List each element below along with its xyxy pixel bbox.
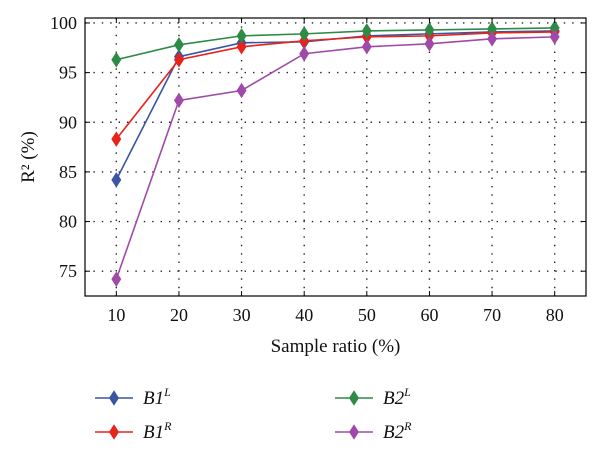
plot-frame	[84, 17, 587, 297]
data-point	[111, 51, 122, 68]
ticks: 10 20 30 40 50 60 70 80 75 80 85 90 95 100	[50, 13, 586, 325]
data-point	[236, 28, 247, 44]
legend-label: B1L	[143, 385, 171, 409]
legend-item: B1R	[95, 419, 172, 443]
legend: B1L B1R B2L B2R	[95, 385, 412, 443]
data-point	[173, 92, 184, 109]
x-tick-label: 80	[546, 305, 564, 325]
data-point	[361, 23, 372, 39]
legend-item: B1L	[95, 385, 171, 409]
legend-marker	[109, 390, 119, 406]
legend-marker	[349, 390, 359, 406]
series-line	[115, 31, 555, 140]
series-line	[116, 27, 555, 61]
x-tick-label: 30	[233, 305, 251, 325]
x-axis-label: Sample ratio (%)	[271, 336, 401, 357]
x-tick-label: 10	[107, 305, 125, 325]
legend-label: B2L	[383, 385, 411, 409]
legend-marker	[349, 424, 359, 440]
series-line	[115, 30, 555, 181]
data-point	[111, 271, 122, 287]
data-point	[424, 36, 435, 52]
data-point	[361, 39, 372, 55]
legend-label: B1R	[143, 419, 172, 443]
data-point	[173, 51, 184, 68]
legend-item: B2R	[335, 419, 412, 443]
legend-label: B2R	[383, 419, 412, 443]
x-tick-label: 40	[295, 305, 313, 325]
y-axis-label: R² (%)	[18, 131, 39, 183]
data-point	[173, 37, 184, 53]
data-point	[111, 131, 122, 147]
series-b2-l	[111, 20, 560, 68]
data-point	[487, 31, 498, 47]
grid	[85, 18, 586, 296]
legend-item: B2L	[335, 385, 411, 409]
series-layer	[111, 20, 560, 287]
series-line	[115, 36, 555, 280]
y-tick-label: 85	[59, 162, 77, 182]
data-point	[299, 46, 310, 62]
y-tick-label: 100	[50, 13, 77, 33]
x-tick-label: 70	[483, 305, 501, 325]
series-b2-r	[111, 29, 560, 287]
x-tick-label: 50	[358, 305, 376, 325]
data-point	[111, 172, 122, 188]
y-tick-label: 75	[59, 261, 77, 281]
data-point	[236, 39, 247, 55]
data-point	[549, 29, 560, 45]
x-tick-label: 20	[170, 305, 188, 325]
x-tick-label: 60	[420, 305, 438, 325]
data-point	[299, 26, 310, 42]
y-tick-label: 80	[59, 212, 77, 232]
y-tick-label: 95	[59, 63, 77, 83]
data-point	[236, 82, 247, 99]
y-tick-label: 90	[59, 112, 77, 132]
legend-marker	[109, 424, 119, 440]
